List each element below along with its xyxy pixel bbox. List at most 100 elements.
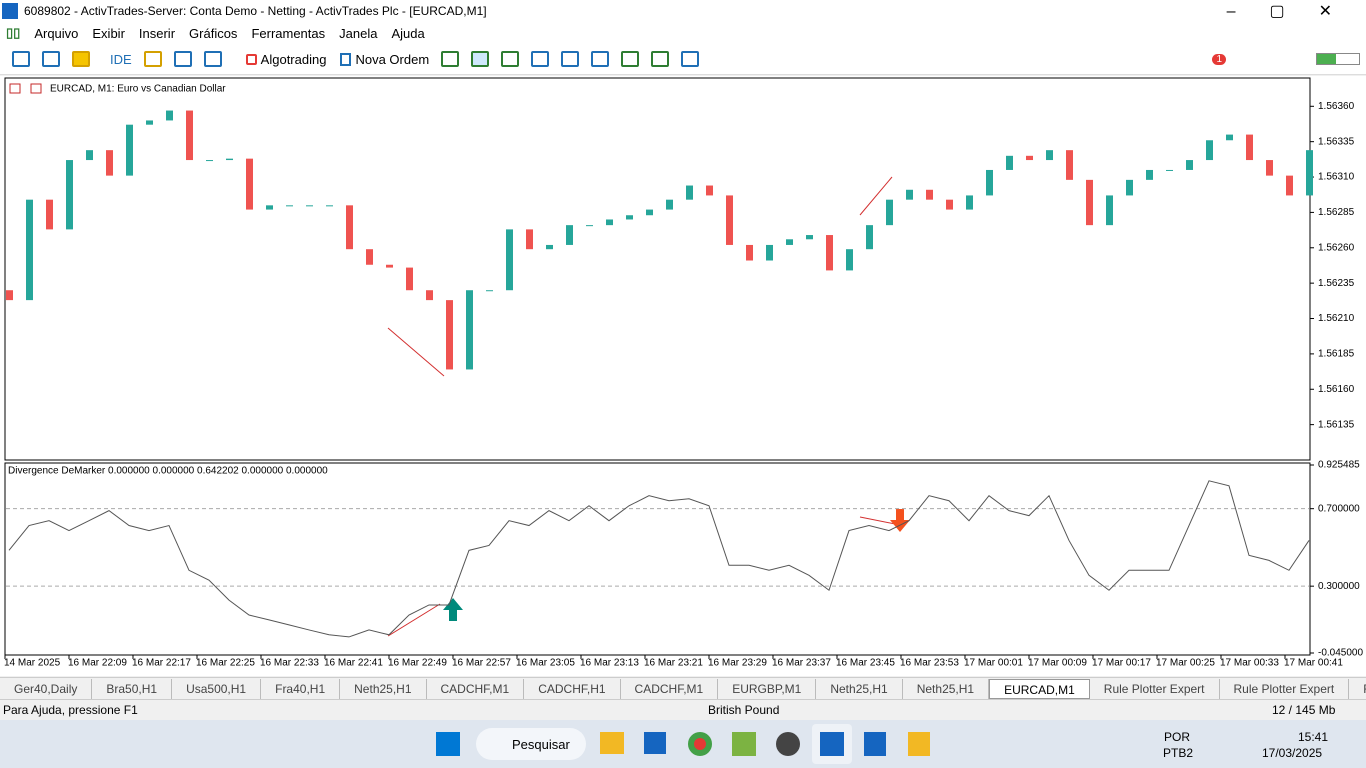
candle: [426, 290, 433, 301]
chart-tab[interactable]: Ger40,Daily: [0, 678, 93, 699]
window-controls[interactable]: –▢✕: [1226, 3, 1366, 20]
y-tick-label: 1.56335: [1318, 136, 1355, 147]
app-icon[interactable]: [732, 732, 756, 756]
candle: [926, 189, 933, 200]
candle: [766, 244, 773, 261]
layout[interactable]: PTB2: [1163, 746, 1194, 760]
x-tick-label: 16 Mar 23:05: [516, 658, 575, 669]
menu-item[interactable]: Janela: [339, 25, 378, 41]
tool[interactable]: [501, 51, 520, 67]
candle: [46, 199, 53, 230]
candle: [146, 120, 153, 125]
notification-badge[interactable]: 1: [1212, 53, 1226, 65]
candle: [666, 199, 673, 210]
indicator-line: [8, 480, 1310, 638]
clock-time[interactable]: 15:41: [1298, 730, 1329, 744]
x-tick-label: 16 Mar 22:41: [324, 658, 383, 669]
chart-tab[interactable]: Rule Plotter Expert: [1220, 678, 1350, 699]
candle: [586, 225, 593, 227]
menu-item[interactable]: Exibir: [92, 25, 125, 41]
y-tick-label: 1.56260: [1318, 242, 1355, 253]
grid-tool[interactable]: [591, 51, 610, 67]
menu-item[interactable]: Inserir: [138, 25, 176, 41]
chart-tab[interactable]: Fra40,H1: [261, 678, 341, 699]
candle: [1286, 175, 1293, 196]
x-tick-label: 17 Mar 00:25: [1156, 658, 1215, 669]
y-tick-label: 0.700000: [1318, 503, 1360, 514]
tool[interactable]: [621, 51, 640, 67]
chart-type[interactable]: [12, 51, 30, 67]
menu-item[interactable]: Gráficos: [189, 25, 238, 41]
candle: [1306, 150, 1313, 196]
search-label: Pesquisar: [512, 737, 570, 752]
app-icon[interactable]: [688, 732, 712, 756]
chart-tab[interactable]: Bra50,H1: [92, 678, 173, 699]
ide-button[interactable]: IDE: [110, 52, 132, 67]
taskbar: Pesquisar POR PTB2 15:41 17/03/2025: [0, 720, 1366, 768]
candle: [1146, 169, 1153, 180]
templates[interactable]: [42, 51, 60, 67]
chart-tabs: Ger40,Daily Bra50,H1 Usa500,H1 Fra40,H1 Neth…: [0, 677, 1366, 699]
x-tick-label: 16 Mar 23:29: [708, 658, 767, 669]
app-icon[interactable]: [600, 732, 624, 754]
zoom-out[interactable]: [561, 51, 580, 67]
zoom-in[interactable]: [531, 51, 550, 67]
market[interactable]: [72, 51, 90, 67]
chart-tab[interactable]: CADCHF,M1: [427, 678, 525, 699]
chart-tab[interactable]: CADCHF,H1: [524, 678, 621, 699]
app-icon[interactable]: [644, 732, 666, 754]
x-tick-label: 16 Mar 23:53: [900, 658, 959, 669]
menu-item[interactable]: Ferramentas: [251, 25, 326, 41]
candle: [906, 189, 913, 200]
chart-tab[interactable]: CADCHF,M1: [621, 678, 719, 699]
candle: [486, 290, 493, 292]
chart-tab[interactable]: Rule Plotter Expert: [1090, 678, 1220, 699]
chart-tab[interactable]: EURCAD,M1: [989, 678, 1090, 699]
ide-label: IDE: [110, 51, 132, 67]
candle: [1246, 134, 1253, 161]
y-tick-label: 0.300000: [1318, 581, 1360, 592]
new-order-button[interactable]: Nova Ordem: [340, 52, 429, 67]
candle: [206, 160, 213, 162]
app-icon[interactable]: [908, 732, 930, 756]
chart-tab[interactable]: Usa500,H1: [172, 678, 262, 699]
x-tick-label: 14 Mar 2025: [4, 658, 61, 669]
menu-item[interactable]: Ajuda: [391, 25, 425, 41]
candle: [406, 267, 413, 291]
y-tick-label: 1.56285: [1318, 207, 1355, 218]
app-icon[interactable]: [864, 732, 886, 756]
chart-tab[interactable]: Neth25,H1: [340, 678, 427, 699]
tool[interactable]: [441, 51, 460, 67]
screenshot[interactable]: [681, 51, 700, 67]
signal-bar: [1316, 53, 1360, 65]
search-box[interactable]: Pesquisar: [476, 728, 586, 760]
lang[interactable]: POR: [1164, 730, 1191, 744]
algotrading-button[interactable]: Algotrading: [245, 52, 326, 67]
menu-item[interactable]: Arquivo: [34, 25, 79, 41]
candle: [826, 235, 833, 271]
tool[interactable]: [471, 51, 490, 67]
candle: [186, 110, 193, 161]
start-button[interactable]: [436, 732, 460, 756]
candle: [106, 150, 113, 176]
chart-tab[interactable]: EURGBP,M1: [718, 678, 817, 699]
candle: [806, 235, 813, 240]
candle: [386, 264, 393, 268]
chart-tab[interactable]: Neth25,H1: [816, 678, 903, 699]
candle: [866, 225, 873, 250]
tool[interactable]: [143, 51, 162, 67]
chart-tab[interactable]: R: [1349, 679, 1366, 699]
app-icon[interactable]: [776, 732, 800, 756]
tool[interactable]: [173, 51, 192, 67]
title-bar: 6089802 - ActivTrades-Server: Conta Demo…: [0, 0, 1366, 22]
tool[interactable]: [203, 51, 222, 67]
chart-tab[interactable]: Neth25,H1: [903, 678, 990, 699]
active-app[interactable]: [812, 724, 852, 764]
clock-date[interactable]: 17/03/2025: [1262, 746, 1323, 760]
y-tick-label: 1.56135: [1318, 419, 1355, 430]
candle: [506, 229, 513, 291]
candle: [1166, 169, 1173, 171]
tool[interactable]: [651, 51, 670, 67]
candle: [166, 110, 173, 121]
